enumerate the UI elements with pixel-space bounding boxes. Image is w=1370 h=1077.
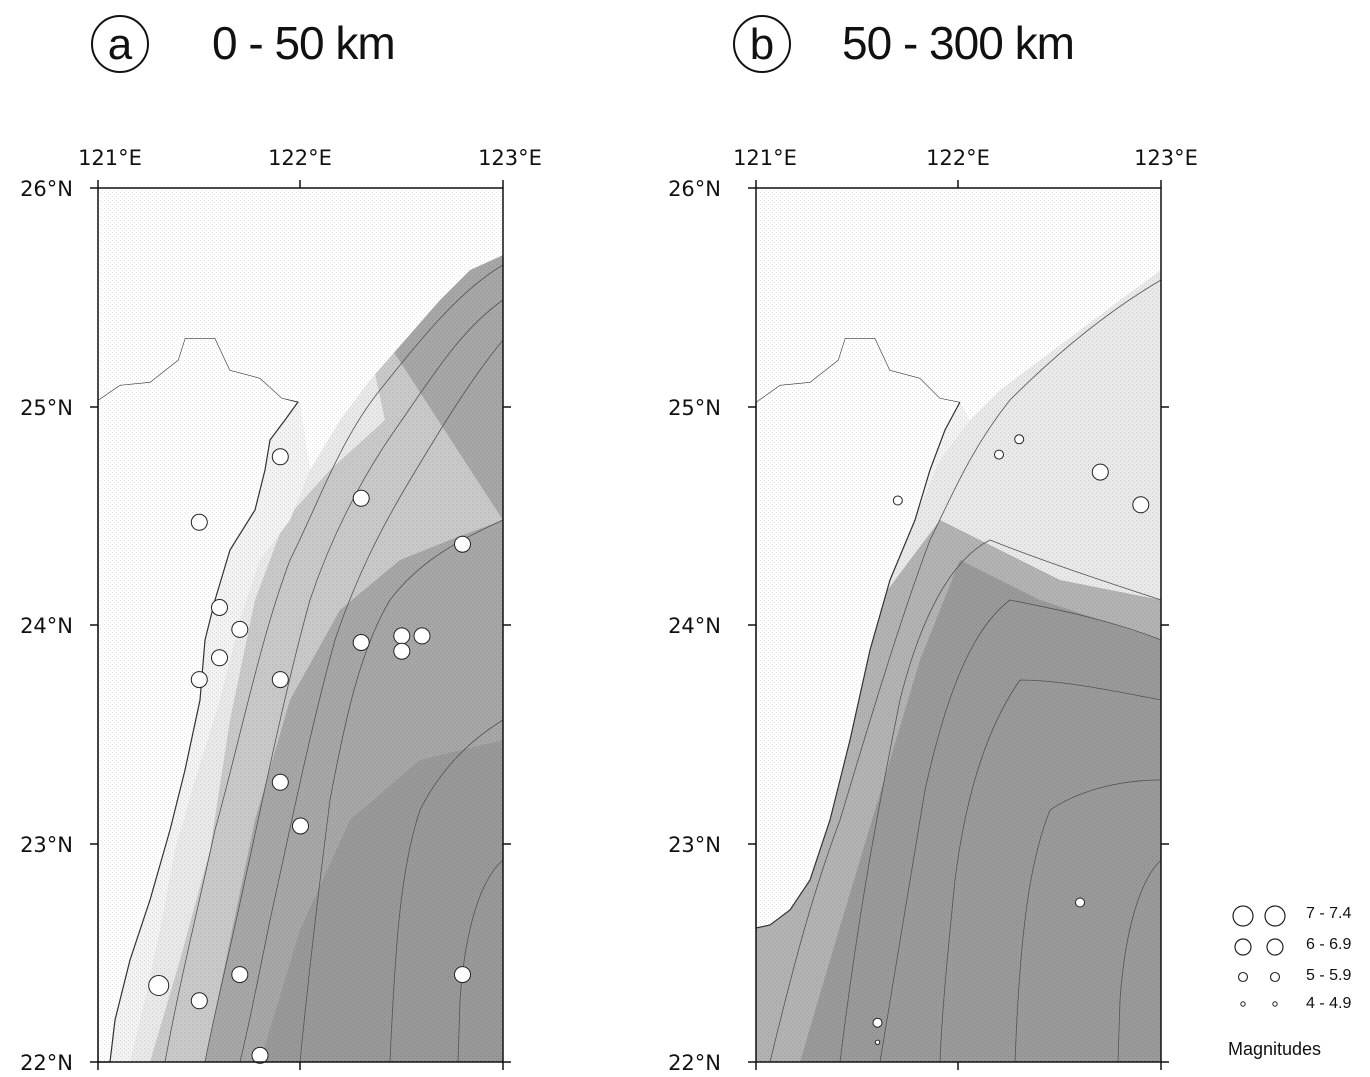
panel-a-lon-label-123: 123°E (478, 146, 542, 170)
panel-a-lat-label-23: 23°N (20, 833, 73, 857)
legend-label-5: 5 - 5.9 (1306, 967, 1351, 984)
panel-a-lon-label-122: 122°E (268, 146, 332, 170)
earthquake-event (231, 620, 249, 638)
panel-a-texture (98, 188, 503, 1062)
panel-a-earthquake-events (148, 448, 471, 1064)
legend-label-7: 7 - 7.4 (1306, 905, 1351, 922)
earthquake-event (1091, 463, 1109, 481)
panel-b-lat-label-24: 24°N (668, 614, 721, 638)
panel-a-title: 0 - 50 km (212, 17, 395, 69)
legend-symbol-6-a (1234, 938, 1252, 956)
panel-a-lat-label-26: 26°N (20, 177, 73, 201)
panel-a-lon-label-121: 121°E (78, 146, 142, 170)
panel-a-lat-label-25: 25°N (20, 396, 73, 420)
panel-b: b 50 - 300 km (668, 15, 1198, 1075)
earthquake-event (271, 671, 289, 689)
panel-b-tick-marks (748, 180, 1169, 1070)
earthquake-event (994, 449, 1004, 460)
panel-a-lat-labels: 26°N 25°N 24°N 23°N 22°N (20, 177, 73, 1075)
legend-label-4: 4 - 4.9 (1306, 995, 1351, 1012)
panel-b-letter-circle (733, 15, 791, 73)
legend-symbol-7-b (1264, 905, 1286, 927)
panel-b-lon-label-121: 121°E (733, 146, 797, 170)
earthquake-event (352, 634, 370, 651)
panel-b-texture (756, 188, 1161, 1062)
earthquake-event (872, 1017, 883, 1028)
panel-b-header: b 50 - 300 km (733, 15, 1075, 73)
earthquake-event (413, 627, 431, 645)
legend-symbol-5-a (1237, 971, 1249, 983)
earthquake-event (454, 535, 471, 553)
panel-b-lat-label-26: 26°N (668, 177, 721, 201)
panel-a-lon-labels: 121°E 122°E 123°E (78, 146, 542, 170)
panel-b-lat-label-22: 22°N (668, 1051, 721, 1075)
earthquake-event (271, 773, 289, 791)
panel-a-map (90, 180, 511, 1070)
panel-a: a 0 - 50 km (20, 15, 542, 1075)
earthquake-event (190, 513, 208, 531)
panel-a-lat-label-22: 22°N (20, 1051, 73, 1075)
earthquake-event (271, 448, 289, 466)
legend-symbol-6-b (1266, 938, 1284, 956)
panel-b-earthquake-events (872, 434, 1150, 1046)
legend-symbol-4-a (1240, 1001, 1246, 1007)
magnitude-legend: 7 - 7.4 6 - 6.9 5 - 5.9 4 - 4.9 Magnitud… (1228, 905, 1351, 1059)
panel-b-lat-labels: 26°N 25°N 24°N 23°N 22°N (668, 177, 721, 1075)
legend-title: Magnitudes (1228, 1039, 1321, 1059)
earthquake-event (292, 817, 309, 835)
legend-symbol-4-b (1272, 1001, 1278, 1007)
panel-a-letter: a (108, 20, 133, 69)
panel-b-title: 50 - 300 km (842, 17, 1074, 69)
legend-symbol-7-a (1232, 905, 1254, 927)
panel-b-lon-labels: 121°E 122°E 123°E (733, 146, 1198, 170)
panel-b-lat-label-25: 25°N (668, 396, 721, 420)
earthquake-event (148, 975, 170, 996)
panel-b-lon-label-122: 122°E (926, 146, 990, 170)
legend-symbol-5-b (1269, 971, 1281, 983)
panel-a-header: a 0 - 50 km (91, 15, 396, 73)
legend-label-6: 6 - 6.9 (1306, 936, 1351, 953)
earthquake-event (454, 966, 471, 984)
panel-b-letter: b (750, 20, 774, 69)
panel-a-letter-circle (91, 15, 149, 73)
earthquake-event (1075, 897, 1085, 908)
earthquake-event (211, 649, 228, 667)
earthquake-event (892, 495, 903, 506)
earthquake-event (1132, 496, 1150, 514)
earthquake-event (352, 489, 370, 507)
panel-a-lat-label-24: 24°N (20, 614, 73, 638)
panel-a-tick-marks (90, 180, 511, 1070)
earthquake-event (190, 992, 208, 1010)
panel-b-lat-label-23: 23°N (668, 833, 721, 857)
earthquake-event (211, 599, 228, 616)
earthquake-event (231, 966, 249, 984)
earthquake-event (393, 627, 411, 645)
panel-b-lon-label-123: 123°E (1134, 146, 1198, 170)
earthquake-event (251, 1046, 269, 1064)
panel-b-map (748, 180, 1169, 1070)
earthquake-event (190, 671, 208, 689)
earthquake-event (874, 1039, 881, 1046)
earthquake-event (1014, 434, 1025, 445)
earthquake-event (393, 642, 411, 660)
